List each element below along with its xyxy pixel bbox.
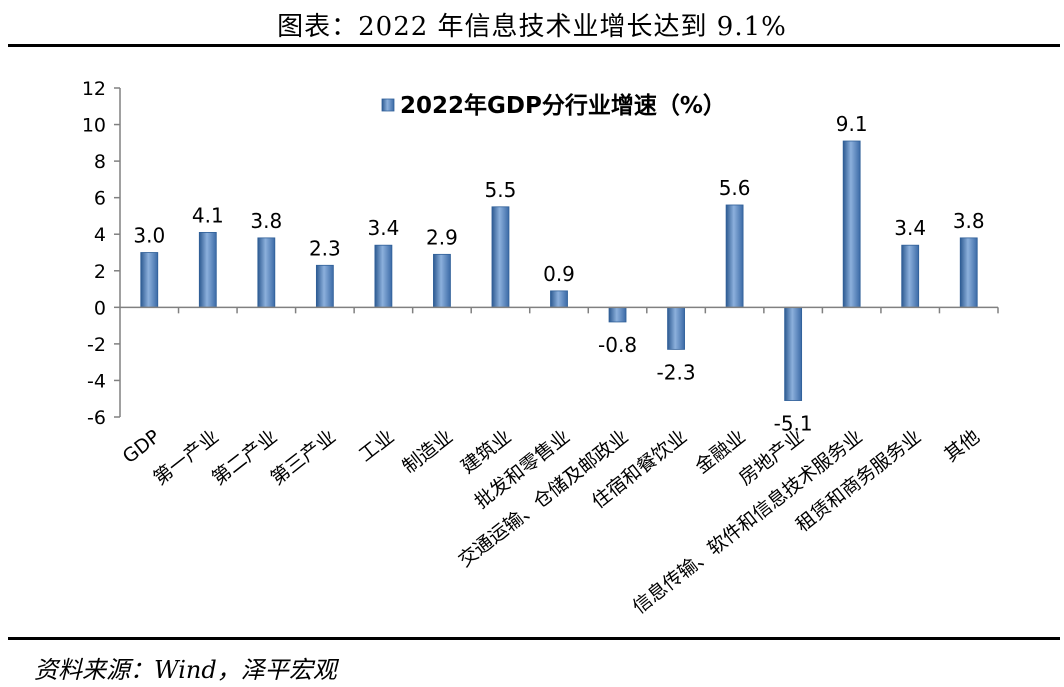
bar — [257, 237, 276, 308]
page-title: 图表：2022 年信息技术业增长达到 9.1% — [277, 12, 787, 42]
x-tick-label: 第二产业 — [208, 426, 281, 490]
bar — [491, 206, 510, 308]
bar — [550, 290, 568, 308]
bar — [198, 231, 217, 308]
data-label: -2.3 — [657, 360, 696, 384]
data-label: 3.4 — [894, 216, 926, 240]
data-label: 3.0 — [133, 224, 165, 248]
y-tick-label: 0 — [94, 297, 106, 319]
bar — [901, 244, 920, 308]
x-tick-label: 第三产业 — [266, 426, 339, 490]
data-label: 3.4 — [367, 216, 399, 240]
x-tick-label: 制造业 — [399, 426, 457, 478]
data-label: 3.8 — [953, 209, 985, 233]
data-label: 2.3 — [309, 236, 341, 260]
bar — [315, 264, 334, 308]
bar — [433, 253, 451, 308]
y-tick-label: 4 — [94, 224, 106, 246]
bars — [140, 140, 978, 401]
bar — [959, 237, 978, 308]
bar — [374, 244, 393, 308]
y-tick-label: 6 — [94, 188, 106, 210]
legend: 2022年GDP分行业增速（%） — [381, 92, 726, 119]
data-label: 4.1 — [192, 203, 224, 227]
x-tick-label: GDP — [119, 426, 165, 468]
y-tick-label: -2 — [87, 334, 106, 356]
data-label: -5.1 — [774, 412, 813, 436]
y-tick-label: -4 — [87, 370, 106, 392]
bar — [667, 306, 685, 350]
top-divider — [8, 44, 1060, 47]
bar — [608, 306, 627, 323]
bottom-divider — [8, 637, 1060, 640]
x-tick-label: 其他 — [940, 426, 984, 467]
y-tick-label: 2 — [94, 261, 106, 283]
data-label: 9.1 — [836, 112, 868, 136]
y-tick-label: 8 — [94, 151, 106, 173]
data-label: 2.9 — [426, 225, 458, 249]
x-tick-label: 工业 — [355, 426, 399, 467]
source-note: 资料来源：Wind，泽平宏观 — [34, 656, 337, 684]
data-label: 5.6 — [719, 176, 751, 200]
chart-header: 图表：2022 年信息技术业增长达到 9.1% — [0, 0, 1064, 44]
y-tick-label: 10 — [82, 115, 106, 137]
bar — [140, 252, 159, 308]
legend-label: 2022年GDP分行业增速（%） — [400, 92, 726, 119]
x-tick-label: 第一产业 — [149, 426, 222, 490]
bar-chart: 12 10 8 6 4 2 0 -2 -4 -6 3.0 4.1 3.8 2.3 3.4 2.9 5.5 0.9… — [82, 78, 999, 618]
chart-area: 12 10 8 6 4 2 0 -2 -4 -6 3.0 4.1 3.8 2.3 3.4 2.9 5.5 0.9… — [8, 47, 1060, 634]
y-tick-label: 12 — [82, 78, 106, 100]
legend-swatch — [381, 98, 395, 112]
data-label: 3.8 — [250, 209, 282, 233]
bar — [725, 204, 744, 308]
data-label: -0.8 — [598, 333, 637, 357]
data-label: 5.5 — [485, 178, 517, 202]
data-labels: 3.0 4.1 3.8 2.3 3.4 2.9 5.5 0.9 -0.8 -2.3 5.6 -5.1 9… — [133, 112, 984, 436]
y-tick-label: -6 — [87, 407, 106, 429]
bar — [842, 140, 861, 308]
bar — [784, 306, 803, 401]
y-axis: 12 10 8 6 4 2 0 -2 -4 -6 — [82, 78, 121, 429]
data-label: 0.9 — [543, 262, 575, 286]
